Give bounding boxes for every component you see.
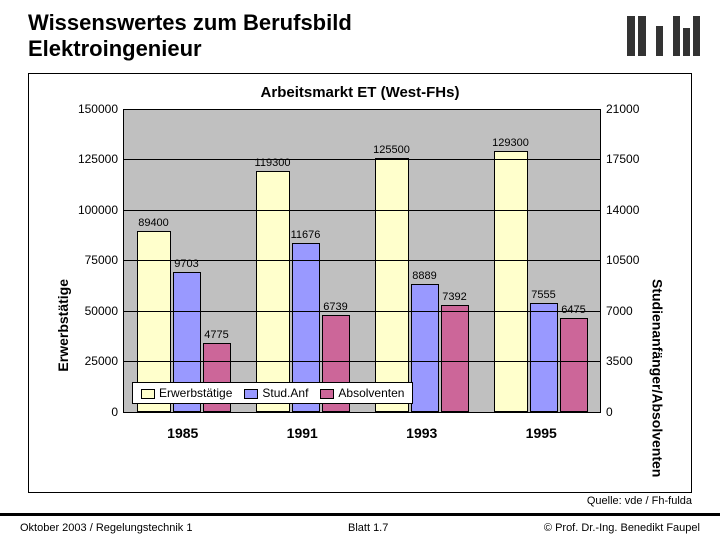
title-line-1: Wissenswertes zum Berufsbild — [28, 10, 352, 36]
bar-value: 8889 — [412, 270, 436, 282]
bar-value: 7392 — [442, 291, 466, 303]
bar-value: 7555 — [531, 289, 555, 301]
bar-value: 89400 — [138, 217, 169, 229]
bar-value: 11676 — [291, 229, 321, 241]
bar: 7392 — [441, 305, 469, 412]
x-tick-label: 1991 — [287, 419, 318, 449]
bar: 129300 — [494, 151, 528, 412]
legend-item: Erwerbstätige — [141, 386, 232, 400]
bar: 119300 — [256, 171, 290, 412]
chart-frame: Arbeitsmarkt ET (West-FHs) Erwerbstätige… — [28, 73, 692, 493]
x-tick-label: 1985 — [167, 419, 198, 449]
bar: 125500 — [375, 158, 409, 412]
bar: 6475 — [560, 318, 588, 411]
bar-value: 4775 — [204, 329, 228, 341]
legend-item: Stud.Anf — [244, 386, 308, 400]
legend-item: Absolventen — [320, 386, 404, 400]
x-tick-label: 1993 — [406, 419, 437, 449]
footer-center: Blatt 1.7 — [348, 522, 388, 534]
source-text: Quelle: vde / Fh-fulda — [0, 493, 720, 507]
chart-title: Arbeitsmarkt ET (West-FHs) — [41, 84, 679, 101]
x-axis-labels: 1985 1991 1993 1995 — [123, 419, 601, 449]
bar-value: 125500 — [373, 144, 410, 156]
y-axis-left-label: Erwerbstätige — [55, 279, 71, 372]
htw-logo — [627, 14, 700, 56]
footer-right: © Prof. Dr.-Ing. Benedikt Faupel — [544, 522, 700, 534]
bar: 7555 — [530, 303, 558, 412]
footer-left: Oktober 2003 / Regelungstechnik 1 — [20, 522, 192, 534]
page-title: Wissenswertes zum Berufsbild Elektroinge… — [28, 10, 352, 63]
title-line-2: Elektroingenieur — [28, 36, 352, 62]
plot-area: 8940097034775119300116766739125500888973… — [123, 109, 601, 413]
legend: Erwerbstätige Stud.Anf Absolventen — [132, 382, 413, 404]
bar-value: 129300 — [492, 137, 529, 149]
x-tick-label: 1995 — [526, 419, 557, 449]
y-axis-right-label: Studienanfänger/Absolventen — [649, 279, 665, 477]
plot: Erwerbstätige Studienanfänger/Absolvente… — [69, 109, 651, 449]
bar: 8889 — [411, 284, 439, 412]
footer: Oktober 2003 / Regelungstechnik 1 Blatt … — [0, 516, 720, 534]
